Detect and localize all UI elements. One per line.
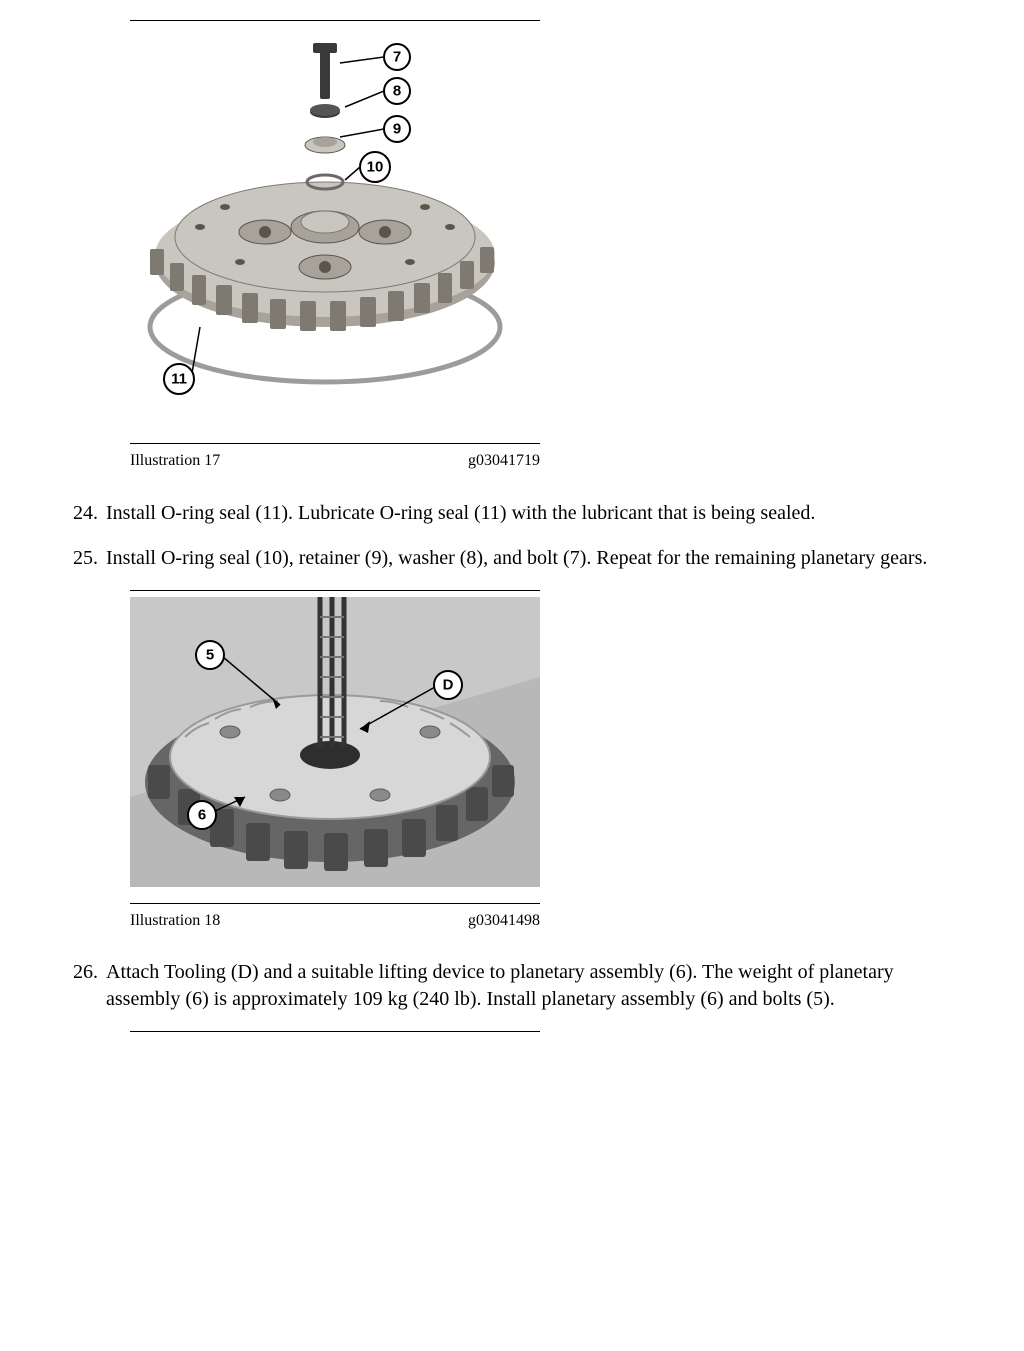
svg-text:10: 10	[367, 159, 384, 176]
figure-18-caption-right: g03041498	[468, 910, 540, 932]
step-26-number: 26.	[60, 959, 106, 1013]
figure-17-top-rule	[130, 20, 540, 21]
trailing-rule	[130, 1031, 540, 1032]
step-25: 25. Install O-ring seal (10), retainer (…	[60, 545, 964, 572]
step-25-text: Install O-ring seal (10), retainer (9), …	[106, 545, 964, 572]
callout-8: 8	[384, 78, 410, 104]
illustration-18: 5 D 6	[130, 597, 540, 887]
step-24-text: Install O-ring seal (11). Lubricate O-ri…	[106, 500, 964, 527]
svg-text:D: D	[443, 676, 454, 693]
svg-text:8: 8	[393, 83, 401, 100]
svg-text:11: 11	[171, 371, 187, 388]
figure-18-caption-left: Illustration 18	[130, 910, 220, 932]
callout-D: D	[434, 671, 462, 699]
figure-18-top-rule	[130, 590, 540, 591]
figure-17-block: 7 8 9 10 11 Illustration 17 g03041719	[130, 20, 590, 476]
svg-text:9: 9	[393, 121, 401, 138]
callout-6: 6	[188, 801, 216, 829]
step-24-number: 24.	[60, 500, 106, 527]
svg-text:6: 6	[198, 806, 206, 823]
illustration-17: 7 8 9 10 11	[130, 27, 540, 427]
callout-10: 10	[360, 152, 390, 182]
step-24: 24. Install O-ring seal (11). Lubricate …	[60, 500, 964, 527]
figure-18-bottom-rule	[130, 903, 540, 904]
figure-17-bottom-rule	[130, 443, 540, 444]
figure-18-block: 5 D 6 Illustration 18 g03041498	[130, 590, 590, 936]
step-25-number: 25.	[60, 545, 106, 572]
figure-17-caption-right: g03041719	[468, 450, 540, 472]
svg-text:7: 7	[393, 49, 401, 66]
svg-text:5: 5	[206, 646, 214, 663]
callout-5: 5	[196, 641, 224, 669]
figure-18-caption: Illustration 18 g03041498	[130, 910, 540, 936]
figure-17-caption-left: Illustration 17	[130, 450, 220, 472]
step-26-text: Attach Tooling (D) and a suitable liftin…	[106, 959, 964, 1013]
callout-11: 11	[164, 364, 194, 394]
figure-17-caption: Illustration 17 g03041719	[130, 450, 540, 476]
trailing-rule-block	[130, 1031, 590, 1032]
callout-9: 9	[384, 116, 410, 142]
step-26: 26. Attach Tooling (D) and a suitable li…	[60, 959, 964, 1013]
callout-7: 7	[384, 44, 410, 70]
